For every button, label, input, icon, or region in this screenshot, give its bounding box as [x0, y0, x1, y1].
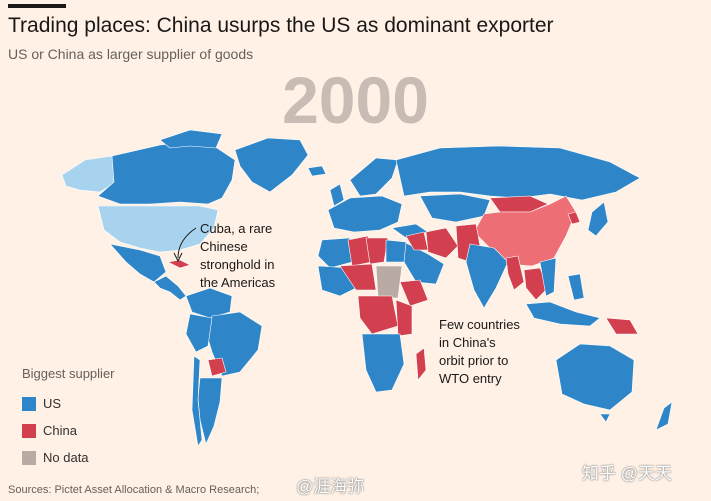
iceland: [307, 165, 327, 177]
legend-label-china: China: [43, 423, 77, 438]
myanmar: [505, 255, 525, 291]
wto-annotation-line-3: orbit prior to: [439, 353, 509, 368]
chile: [191, 355, 203, 447]
legend-title: Biggest supplier: [22, 366, 115, 381]
north-korea: [567, 211, 581, 225]
ethiopia: [399, 279, 429, 307]
philippines: [567, 273, 585, 301]
legend-item-us: US: [22, 390, 115, 417]
cuba: [167, 259, 191, 269]
legend-swatch-china: [22, 423, 36, 438]
madagascar: [415, 347, 427, 381]
cuba-annotation-line-1: Cuba, a rare: [200, 221, 273, 236]
wto-annotation-line-4: WTO entry: [439, 371, 502, 386]
cuba-annotation-line-2: Chinese: [200, 239, 248, 254]
legend-label-us: US: [43, 396, 62, 411]
tasmania: [599, 413, 611, 423]
sahel: [339, 263, 377, 291]
wto-annotation-line-2: in China's: [439, 335, 496, 350]
cuba-annotation-line-3: stronghold in: [200, 257, 275, 272]
kazakhstan: [419, 193, 491, 223]
europe: [327, 195, 403, 233]
legend: Biggest supplier US China No data: [22, 366, 115, 471]
cuba-annotation: Cuba, a rare Chinese stronghold in the A…: [200, 220, 275, 292]
wto-annotation-line-1: Few countries: [439, 317, 520, 332]
canada: [97, 139, 236, 205]
japan: [587, 201, 609, 237]
cuba-arrowhead: [173, 252, 183, 263]
source-note: Sources: Pictet Asset Allocation & Macro…: [8, 484, 260, 496]
mexico: [109, 243, 167, 283]
russia: [395, 145, 641, 201]
north-africa-west: [317, 237, 353, 269]
legend-swatch-us: [22, 396, 36, 411]
zhihu-watermark: 知乎 @天天: [582, 464, 672, 483]
chart-title: Trading places: China usurps the US as d…: [8, 14, 554, 37]
venezuela-colombia: [185, 287, 233, 319]
central-africa: [357, 295, 399, 335]
southern-africa: [361, 333, 405, 393]
usa: [97, 205, 219, 253]
year-label: 2000: [282, 63, 429, 137]
vietnam: [539, 257, 557, 297]
top-accent-bar: [8, 4, 66, 8]
greenland: [234, 137, 309, 193]
new-zealand: [655, 401, 673, 431]
legend-item-china: China: [22, 417, 115, 444]
india: [465, 243, 509, 309]
alaska: [61, 155, 117, 193]
egypt: [385, 239, 407, 263]
sudan: [375, 265, 403, 299]
paraguay: [207, 357, 227, 377]
legend-swatch-no-data: [22, 450, 36, 465]
cuba-arrow: [177, 227, 197, 259]
scandinavia: [349, 157, 399, 197]
weibo-watermark: @涯海弥: [296, 477, 365, 496]
canada-islands: [159, 129, 223, 149]
uk-ireland: [329, 183, 345, 207]
iraq-syria: [405, 231, 429, 251]
central-america: [153, 275, 187, 301]
east-africa: [395, 299, 413, 337]
thailand-cambodia: [523, 267, 549, 301]
australia: [555, 343, 635, 411]
papua-new-guinea: [605, 317, 639, 335]
mongolia: [489, 195, 549, 213]
legend-item-no-data: No data: [22, 444, 115, 471]
peru-bolivia: [185, 313, 213, 353]
iran: [425, 227, 459, 259]
wto-annotation: Few countries in China's orbit prior to …: [439, 316, 520, 388]
cuba-annotation-line-4: the Americas: [200, 275, 276, 290]
legend-label-no-data: No data: [43, 450, 89, 465]
chart-subtitle: US or China as larger supplier of goods: [8, 46, 254, 62]
malaysia-indonesia: [525, 301, 601, 327]
libya: [365, 237, 389, 265]
